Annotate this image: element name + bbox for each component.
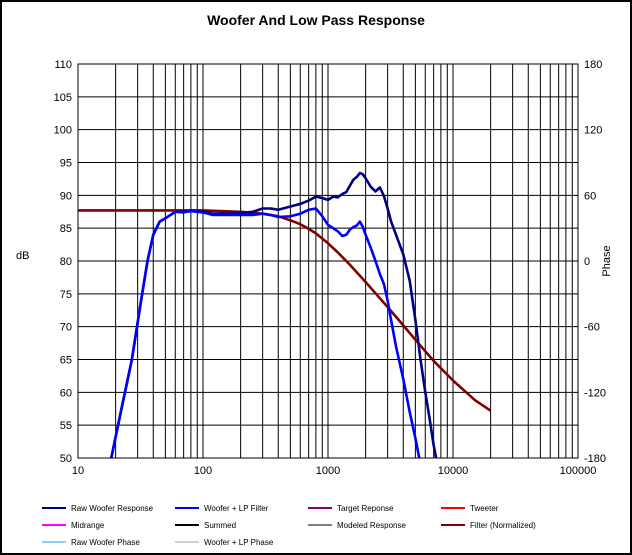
y-tick-label: 60: [60, 387, 72, 399]
y-tick-label: 65: [60, 355, 72, 367]
y-tick-label: 75: [60, 289, 72, 301]
y-tick-label: 100: [54, 125, 72, 137]
y2-tick-label: 180: [584, 59, 602, 71]
legend-label: Filter (Normalized): [470, 521, 536, 530]
legend: Raw Woofer Response Woofer + LP Filter Tar…: [42, 504, 536, 547]
legend-label: Summed: [204, 521, 236, 530]
legend-label: Target Reponse: [337, 504, 394, 513]
legend-label: Raw Woofer Response: [71, 504, 154, 513]
y-tick-label: 90: [60, 190, 72, 202]
axes: 10 100 1000 10000 10000050556065707580859095…: [16, 59, 613, 477]
y-tick-label: 55: [60, 420, 72, 432]
legend-label: Woofer + LP Filter: [204, 504, 269, 513]
y-tick-label: 80: [60, 256, 72, 268]
plot-border: [77, 63, 579, 459]
series-line-woofer-lp-filter: [109, 207, 421, 458]
y2-tick-label: -180: [584, 453, 606, 465]
y2-tick-label: 0: [584, 256, 590, 268]
chart-title: Woofer And Low Pass Response: [207, 12, 425, 28]
y2-tick-label: 60: [584, 190, 596, 202]
legend-label: Woofer + LP Phase: [204, 538, 274, 547]
legend-label: Raw Woofer Phase: [71, 538, 140, 547]
y2-tick-label: -60: [584, 322, 600, 334]
x-tick-label: 100: [194, 465, 212, 477]
x-tick-label: 1000: [316, 465, 340, 477]
legend-label: Tweeter: [470, 504, 499, 513]
legend-label: Midrange: [71, 521, 105, 530]
y2-tick-label: -120: [584, 387, 606, 399]
y-tick-label: 110: [54, 59, 72, 71]
y-axis-title: dB: [16, 250, 29, 262]
y-tick-label: 85: [60, 223, 72, 235]
x-tick-label: 10: [72, 465, 84, 477]
y-tick-label: 50: [60, 453, 72, 465]
y-tick-label: 105: [54, 92, 72, 104]
x-tick-label: 100000: [560, 465, 597, 477]
y-tick-label: 95: [60, 158, 72, 170]
y-tick-label: 70: [60, 322, 72, 334]
y2-tick-label: 120: [584, 125, 602, 137]
x-tick-label: 10000: [438, 465, 469, 477]
y2-axis-title: Phase: [601, 245, 613, 276]
series-group: [78, 171, 492, 458]
legend-label: Modeled Response: [337, 521, 406, 530]
